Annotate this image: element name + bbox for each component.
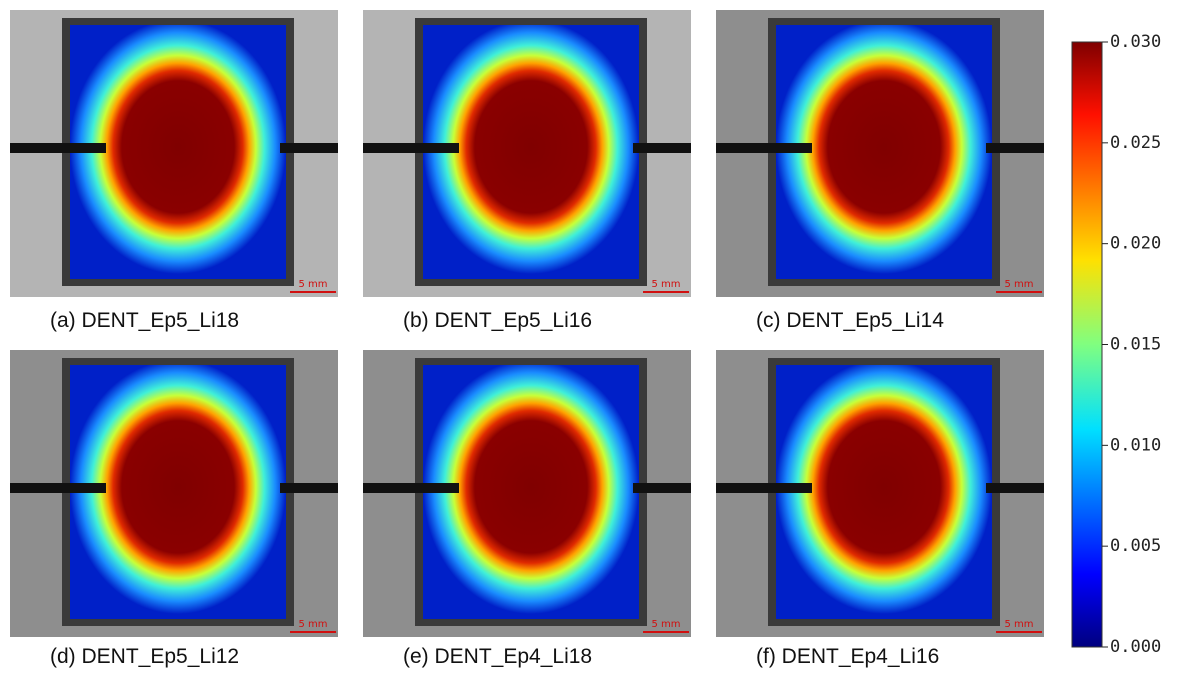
scale-label: 5 mm	[1004, 619, 1033, 630]
notch-left	[10, 483, 106, 493]
scale-label: 5 mm	[651, 279, 680, 290]
notch-right	[986, 143, 1044, 153]
colorbar-tick-label: 0.000	[1110, 637, 1161, 657]
scale-label: 5 mm	[651, 619, 680, 630]
colorbar-tick-label: 0.005	[1110, 536, 1161, 556]
notch-left	[716, 483, 812, 493]
panel-caption: (e) DENT_Ep4_Li18	[403, 645, 592, 668]
panel: 5 mm	[716, 350, 1044, 637]
panel: 5 mm	[10, 10, 338, 297]
colorbar-tick-label: 0.015	[1110, 335, 1161, 355]
notch-left	[10, 143, 106, 153]
notch-left	[363, 143, 459, 153]
scale-label: 5 mm	[298, 279, 327, 290]
panel: 5 mm	[363, 10, 691, 297]
notch-right	[633, 483, 691, 493]
panel-caption: (a) DENT_Ep5_Li18	[50, 309, 239, 332]
panel-caption: (f) DENT_Ep4_Li16	[756, 645, 939, 668]
notch-right	[280, 143, 338, 153]
scale-label: 5 mm	[298, 619, 327, 630]
colorbar-tick-label: 0.020	[1110, 234, 1161, 254]
notch-right	[986, 483, 1044, 493]
colorbar-ticks: 0.000 0.005 0.010 0.015 0.020 0.025 0.030	[1102, 32, 1161, 657]
panel-caption: (b) DENT_Ep5_Li16	[403, 309, 592, 332]
colorbar-tick-label: 0.010	[1110, 435, 1161, 455]
panel: 5 mm	[716, 10, 1044, 297]
panels: 5 mm (a) DENT_Ep5_Li18 5 mm (b) DENT_Ep5_Li…	[10, 10, 1044, 668]
notch-right	[280, 483, 338, 493]
notch-right	[633, 143, 691, 153]
panel-caption: (c) DENT_Ep5_Li14	[756, 309, 944, 332]
colorbar-tick-label: 0.025	[1110, 133, 1161, 153]
panel-caption: (d) DENT_Ep5_Li12	[50, 645, 239, 668]
colorbar-tick-label: 0.030	[1110, 32, 1161, 52]
colorbar	[1071, 41, 1103, 648]
notch-left	[716, 143, 812, 153]
panel: 5 mm	[10, 350, 338, 637]
panel: 5 mm	[363, 350, 691, 637]
scale-label: 5 mm	[1004, 279, 1033, 290]
notch-left	[363, 483, 459, 493]
